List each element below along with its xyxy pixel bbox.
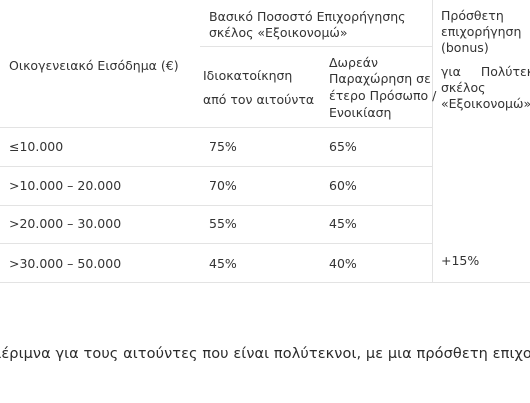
income-cell: >20.000 – 30.000 [9, 216, 122, 231]
income-cell: ≤10.000 [9, 139, 64, 154]
owner-rate-cell: 45% [209, 256, 237, 271]
header-basic-rate-line2: σκέλος «Εξοικονομώ» [209, 25, 348, 40]
header-free-line2: Παραχώρηση σε [329, 71, 431, 86]
column-divider [432, 0, 433, 283]
header-income: Οικογενειακό Εισόδημα (€) [9, 58, 179, 73]
header-bottom-divider [0, 127, 432, 128]
header-bonus-line4: για Πολύτεκνο [441, 64, 530, 79]
table-bottom-border [0, 282, 530, 283]
header-free-line3: έτερο Πρόσωπο / [329, 88, 437, 103]
body-paragraph: μέριμνα για τους αιτούντες που είναι πολ… [0, 344, 530, 364]
owner-rate-cell: 75% [209, 139, 237, 154]
header-bonus-line2: επιχορήγηση [441, 24, 522, 39]
header-bonus-line1: Πρόσθετη [441, 8, 504, 23]
header-owner-line1: Ιδιοκατοίκηση [203, 68, 293, 83]
owner-rate-cell: 55% [209, 216, 237, 231]
row-divider [0, 243, 432, 244]
owner-rate-cell: 70% [209, 178, 237, 193]
header-bonus-line3: (bonus) [441, 40, 489, 55]
free-rate-cell: 65% [329, 139, 357, 154]
income-cell: >30.000 – 50.000 [9, 256, 122, 271]
header-inner-divider [200, 46, 432, 47]
bonus-value-cell: +15% [441, 253, 480, 268]
header-free-line1: Δωρεάν [329, 55, 378, 70]
header-basic-rate-line1: Βασικό Ποσοστό Επιχορήγησης [209, 9, 406, 24]
income-cell: >10.000 – 20.000 [9, 178, 122, 193]
free-rate-cell: 40% [329, 256, 357, 271]
header-bonus-line5: σκέλος [441, 80, 486, 95]
free-rate-cell: 60% [329, 178, 357, 193]
row-divider [0, 205, 432, 206]
header-owner-line2: από τον αιτούντα [203, 92, 315, 107]
row-divider [0, 166, 432, 167]
free-rate-cell: 45% [329, 216, 357, 231]
header-bonus-line6: «Εξοικονομώ» [441, 96, 530, 111]
header-free-line4: Ενοικίαση [329, 105, 392, 120]
body-paragraph-text: μέριμνα για τους αιτούντες που είναι πολ… [0, 346, 530, 362]
